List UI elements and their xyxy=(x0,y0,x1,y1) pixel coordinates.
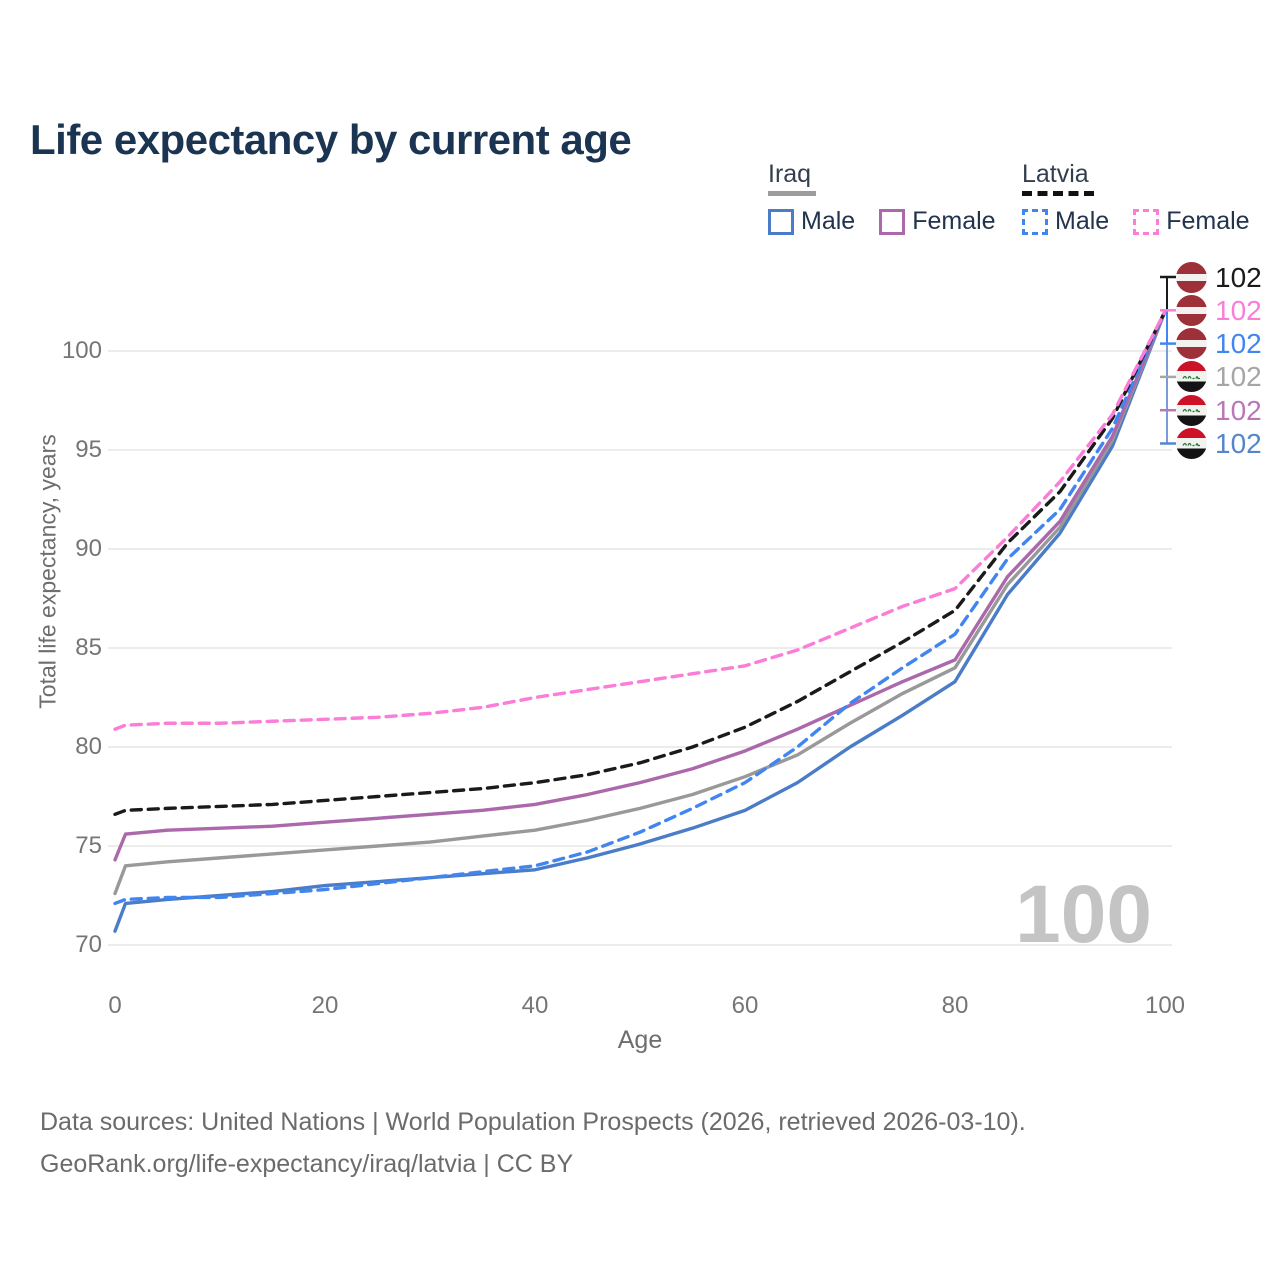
latvia-female-swatch-icon xyxy=(1133,208,1160,235)
x-tick-label-100: 100 xyxy=(1144,992,1186,1019)
series-line-iraq-male[interactable] xyxy=(113,309,1167,933)
series-line-iraq-total[interactable] xyxy=(113,309,1167,896)
legend-item-label: Female xyxy=(912,207,996,235)
end-label-value: 102 xyxy=(1215,428,1262,459)
legend-item-iraq-male[interactable]: Male xyxy=(768,207,855,236)
end-label-row-iraq-female: 102 xyxy=(1176,394,1262,426)
x-tick-label-60: 60 xyxy=(731,992,759,1019)
legend-item-iraq-female[interactable]: Female xyxy=(879,207,996,236)
attribution-link-text[interactable]: GeoRank.org/life-expectancy/iraq/latvia … xyxy=(40,1150,574,1178)
legend-country-iraq-label: Iraq xyxy=(768,160,812,188)
arabic-script-icon xyxy=(1182,442,1200,446)
latvia-flag-icon xyxy=(1176,294,1207,326)
end-label-row-iraq-male: 102 xyxy=(1176,428,1262,460)
y-tick-label-75: 75 xyxy=(75,832,102,859)
legend-item-latvia-male[interactable]: Male xyxy=(1022,207,1109,236)
legend-country-latvia[interactable]: Latvia xyxy=(1022,160,1250,196)
end-label-value: 102 xyxy=(1215,294,1262,326)
end-label-row-latvia-female: 102 xyxy=(1176,294,1262,326)
data-sources-text: Data sources: United Nations | World Pop… xyxy=(40,1108,1026,1136)
y-tick-label-90: 90 xyxy=(75,535,102,562)
x-tick-label-0: 0 xyxy=(108,992,122,1019)
iraq-female-swatch-icon xyxy=(879,208,906,235)
y-tick-label-85: 85 xyxy=(75,634,102,661)
iraq-flag-icon xyxy=(1176,361,1207,393)
legend-item-label: Male xyxy=(1055,207,1110,235)
legend-group-iraq: Iraq Male Female xyxy=(768,160,996,236)
x-tick-label-80: 80 xyxy=(941,992,969,1019)
series-line-latvia-male[interactable] xyxy=(113,309,1167,906)
end-label-value: 102 xyxy=(1215,394,1262,426)
series-line-iraq-female[interactable] xyxy=(113,309,1167,862)
y-tick-label-95: 95 xyxy=(75,436,102,463)
iraq-flag-icon xyxy=(1176,394,1207,426)
legend-item-label: Female xyxy=(1166,207,1250,235)
arabic-script-icon xyxy=(1182,409,1200,413)
legend-item-latvia-female[interactable]: Female xyxy=(1133,207,1250,236)
legend-country-iraq[interactable]: Iraq xyxy=(768,160,996,196)
y-tick-label-70: 70 xyxy=(75,931,102,958)
x-axis-title: Age xyxy=(617,1026,663,1054)
end-label-value: 102 xyxy=(1215,261,1262,293)
legend-country-latvia-label: Latvia xyxy=(1022,160,1089,188)
series-line-latvia-female[interactable] xyxy=(113,309,1167,731)
latvia-flag-icon xyxy=(1176,328,1207,360)
end-label-row-latvia-male: 102 xyxy=(1176,328,1262,360)
age-watermark: 100 xyxy=(1015,869,1152,960)
x-tick-label-20: 20 xyxy=(311,992,339,1019)
end-label-row-latvia-total: 102 xyxy=(1176,261,1262,293)
y-tick-label-80: 80 xyxy=(75,733,102,760)
end-label-value: 102 xyxy=(1215,361,1262,393)
legend-item-label: Male xyxy=(801,207,856,235)
x-tick-label-40: 40 xyxy=(521,992,549,1019)
latvia-flag-icon xyxy=(1176,261,1207,293)
legend-group-latvia: Latvia Male Female xyxy=(1022,160,1250,236)
page-title: Life expectancy by current age xyxy=(30,116,632,164)
y-tick-label-100: 100 xyxy=(61,337,102,364)
series-line-latvia-total[interactable] xyxy=(113,309,1167,817)
iraq-male-swatch-icon xyxy=(768,208,794,235)
latvia-male-swatch-icon xyxy=(1022,208,1048,235)
latvia-dashed-line-sample xyxy=(1022,191,1094,196)
end-label-value: 102 xyxy=(1215,328,1262,360)
end-label-row-iraq-total: 102 xyxy=(1176,361,1262,393)
iraq-solid-line-sample xyxy=(768,191,816,196)
iraq-flag-icon xyxy=(1176,428,1207,459)
arabic-script-icon xyxy=(1182,375,1200,380)
